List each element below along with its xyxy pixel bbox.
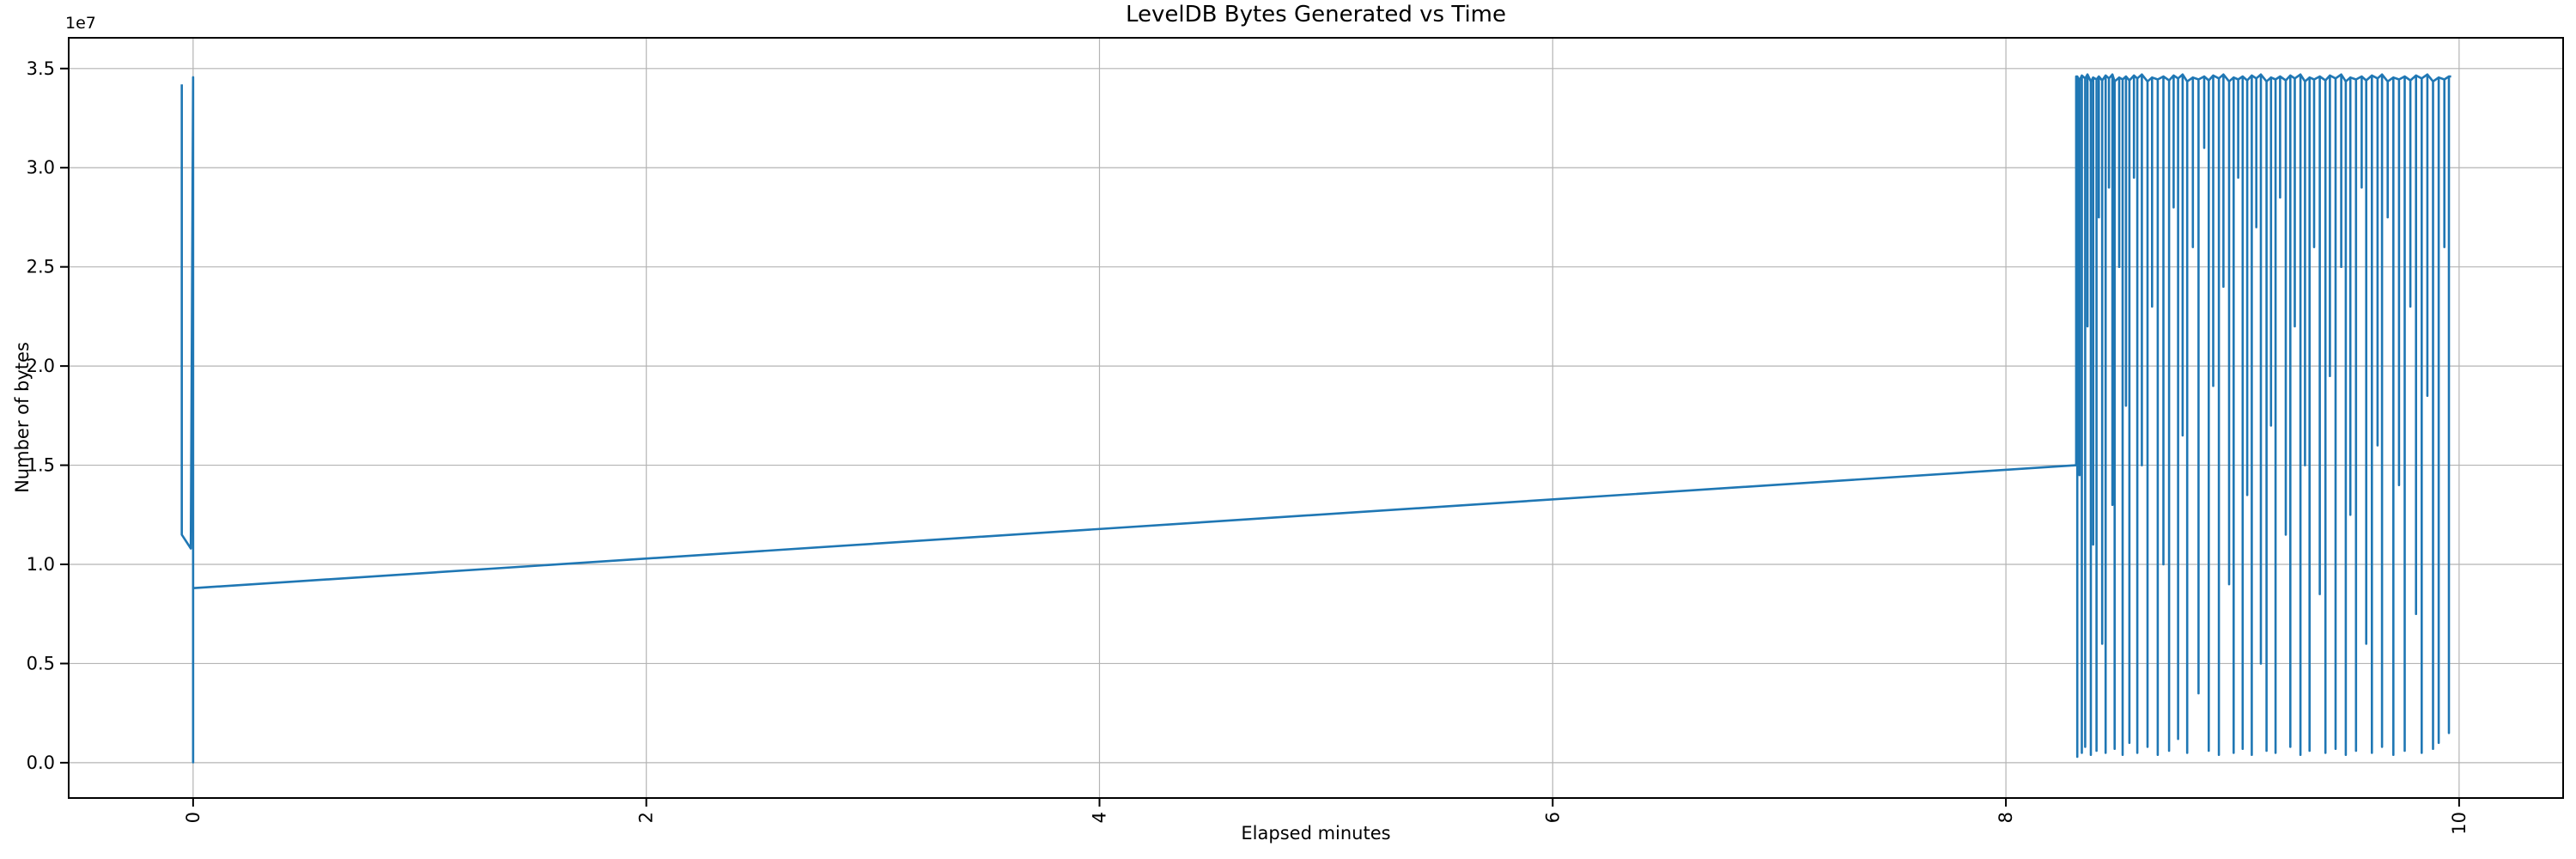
axes-spines [68,37,2564,799]
y-tick-label: 0.5 [27,653,55,673]
x-tick-label: 2 [636,812,657,823]
y-tick-label: 1.5 [27,455,55,476]
data-series-line [180,73,2451,764]
x-tick-label: 4 [1089,812,1109,823]
chart-title: LevelDB Bytes Generated vs Time [1125,2,1506,27]
y-tick-label: 3.0 [27,157,55,178]
y-tick-label: 3.5 [27,58,55,79]
y-tick-label: 2.5 [27,257,55,277]
x-axis-label: Elapsed minutes [1241,823,1391,844]
y-axis-label: Number of bytes [12,342,33,493]
x-tick-label: 0 [183,812,204,823]
x-tick-label: 8 [1996,812,2016,823]
plot-area [69,38,2563,798]
y-tick-label: 2.0 [27,356,55,376]
y-tick-label: 0.0 [27,752,55,773]
x-tick-label: 10 [2449,812,2470,835]
x-tick-label: 6 [1542,812,1563,823]
y-tick-label: 1.0 [27,554,55,575]
y-axis-offset-text: 1e7 [65,14,96,33]
